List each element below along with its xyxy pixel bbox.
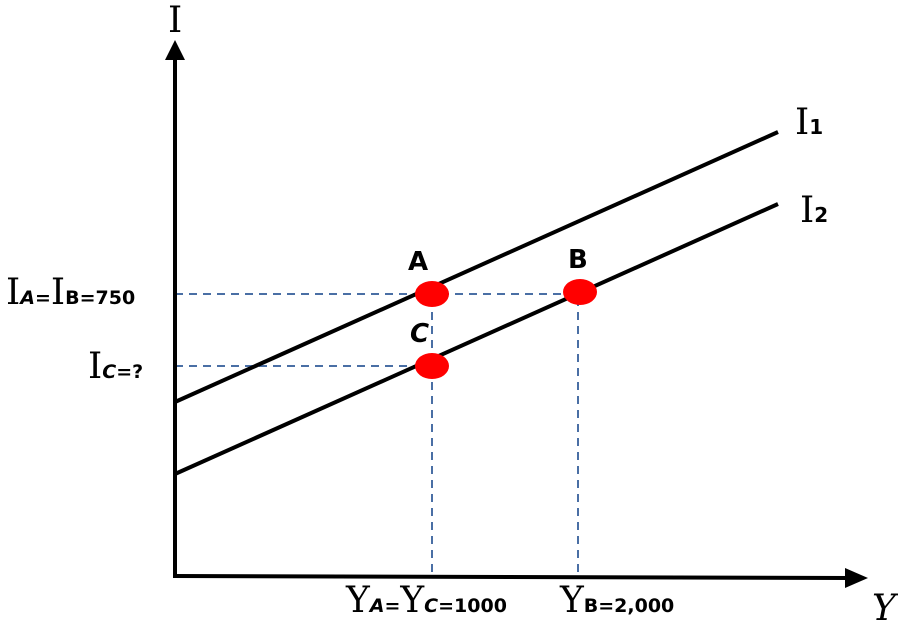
- x-tick-yb: YB=2,000: [559, 580, 674, 621]
- x-axis-label: Y: [872, 588, 898, 625]
- point-a-marker: [415, 281, 449, 307]
- line-label-i1: I1: [795, 102, 823, 143]
- line-i2: [174, 202, 779, 476]
- axes: [172, 58, 851, 580]
- x-axis: [172, 574, 851, 580]
- point-a-label: A: [408, 247, 428, 277]
- y-axis-label: I: [168, 0, 182, 41]
- x-tick-ya-yc: YA=YC=1000: [345, 580, 507, 621]
- guide-lines: [174, 293, 580, 575]
- line-i1: [174, 130, 779, 404]
- y-tick-ic: IC=?: [88, 346, 143, 387]
- point-c-marker: [415, 353, 449, 379]
- point-b-label: B: [568, 245, 588, 275]
- curves: [174, 130, 779, 476]
- line-label-i2: I2: [800, 190, 828, 231]
- point-b-marker: [563, 279, 597, 305]
- y-tick-ia-ib: IA=IB=750: [6, 272, 135, 313]
- y-axis-arrowhead: [165, 40, 185, 60]
- x-axis-arrowhead: [845, 568, 868, 588]
- point-c-label: C: [410, 319, 429, 349]
